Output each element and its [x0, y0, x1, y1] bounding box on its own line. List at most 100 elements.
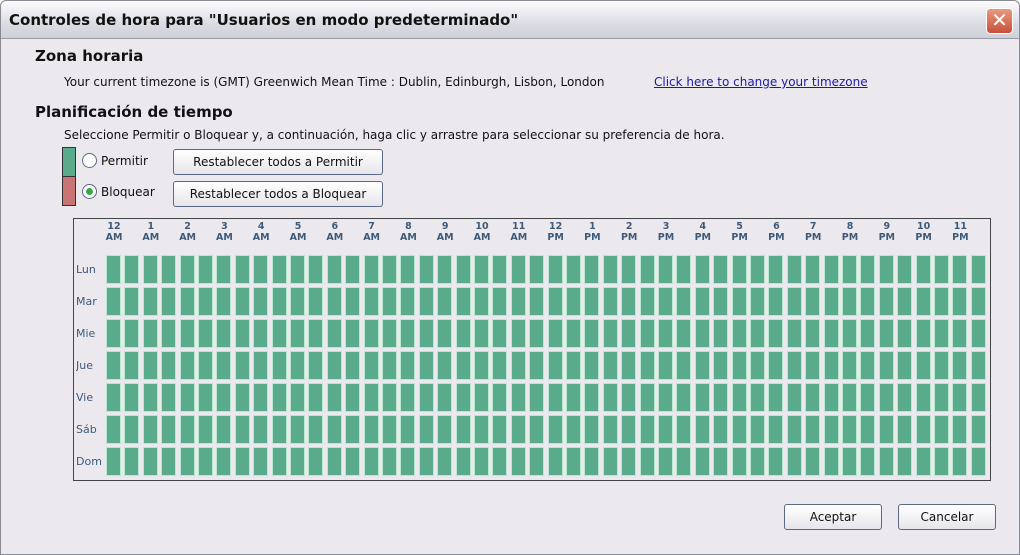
schedule-cell[interactable] [382, 255, 397, 284]
schedule-cell[interactable] [566, 351, 581, 380]
schedule-cell[interactable] [400, 447, 416, 476]
schedule-cell[interactable] [639, 255, 655, 284]
schedule-cell[interactable] [271, 383, 287, 412]
schedule-cell[interactable] [345, 415, 361, 444]
schedule-cell[interactable] [805, 415, 821, 444]
schedule-cell[interactable] [897, 447, 913, 476]
schedule-cell[interactable] [363, 383, 379, 412]
schedule-cell[interactable] [418, 383, 434, 412]
schedule-cell[interactable] [216, 447, 232, 476]
schedule-cell[interactable] [308, 415, 324, 444]
schedule-cell[interactable] [805, 287, 821, 316]
allow-radio-label[interactable]: Permitir [101, 154, 148, 168]
schedule-cell[interactable] [713, 415, 729, 444]
schedule-cell[interactable] [382, 287, 397, 316]
schedule-cell[interactable] [823, 255, 839, 284]
schedule-cell[interactable] [547, 415, 563, 444]
schedule-cell[interactable] [492, 447, 508, 476]
schedule-cell[interactable] [915, 351, 931, 380]
schedule-cell[interactable] [418, 255, 434, 284]
schedule-cell[interactable] [547, 255, 563, 284]
schedule-cell[interactable] [915, 383, 931, 412]
schedule-cell[interactable] [198, 319, 213, 348]
schedule-cell[interactable] [179, 447, 195, 476]
schedule-cell[interactable] [253, 415, 269, 444]
schedule-cell[interactable] [400, 351, 416, 380]
schedule-cell[interactable] [326, 383, 342, 412]
schedule-cell[interactable] [271, 319, 287, 348]
schedule-cell[interactable] [584, 255, 600, 284]
schedule-cell[interactable] [750, 447, 765, 476]
schedule-cell[interactable] [161, 287, 177, 316]
schedule-cell[interactable] [952, 383, 968, 412]
schedule-cell[interactable] [878, 255, 894, 284]
schedule-cell[interactable] [602, 287, 618, 316]
schedule-cell[interactable] [621, 287, 637, 316]
schedule-cell[interactable] [934, 447, 949, 476]
schedule-cell[interactable] [584, 447, 600, 476]
schedule-cell[interactable] [363, 255, 379, 284]
schedule-cell[interactable] [253, 287, 269, 316]
schedule-cell[interactable] [786, 255, 802, 284]
schedule-cell[interactable] [584, 319, 600, 348]
schedule-cell[interactable] [161, 255, 177, 284]
schedule-cell[interactable] [805, 351, 821, 380]
allow-radio[interactable] [82, 153, 97, 168]
schedule-cell[interactable] [382, 447, 397, 476]
schedule-cell[interactable] [805, 255, 821, 284]
schedule-cell[interactable] [363, 351, 379, 380]
schedule-cell[interactable] [253, 255, 269, 284]
schedule-cell[interactable] [198, 255, 213, 284]
schedule-cell[interactable] [382, 319, 397, 348]
reset-all-allow-button[interactable]: Restablecer todos a Permitir [173, 149, 383, 175]
schedule-cell[interactable] [326, 415, 342, 444]
schedule-cell[interactable] [584, 351, 600, 380]
schedule-cell[interactable] [474, 255, 489, 284]
change-timezone-link[interactable]: Click here to change your timezone [654, 75, 868, 89]
schedule-cell[interactable] [952, 255, 968, 284]
schedule-cell[interactable] [621, 415, 637, 444]
schedule-cell[interactable] [455, 383, 471, 412]
schedule-cell[interactable] [400, 255, 416, 284]
schedule-cell[interactable] [529, 415, 545, 444]
cancel-button[interactable]: Cancelar [898, 504, 996, 530]
schedule-cell[interactable] [345, 287, 361, 316]
schedule-cell[interactable] [566, 415, 581, 444]
schedule-cell[interactable] [474, 447, 489, 476]
schedule-cell[interactable] [694, 447, 710, 476]
schedule-cell[interactable] [400, 319, 416, 348]
schedule-cell[interactable] [179, 351, 195, 380]
schedule-cell[interactable] [253, 351, 269, 380]
reset-all-block-button[interactable]: Restablecer todos a Bloquear [173, 181, 383, 207]
schedule-cell[interactable] [326, 255, 342, 284]
schedule-grid[interactable]: 12 AM 1 AM 2 AM 3 AM 4 AM 5 AM 6 AM 7 AM 8 AM 9 AM 10 AM 11 AM 1… [73, 218, 991, 481]
schedule-cell[interactable] [179, 319, 195, 348]
schedule-cell[interactable] [198, 287, 213, 316]
schedule-cell[interactable] [786, 287, 802, 316]
schedule-cell[interactable] [382, 351, 397, 380]
schedule-cell[interactable] [124, 415, 140, 444]
schedule-cell[interactable] [418, 447, 434, 476]
schedule-cell[interactable] [621, 383, 637, 412]
schedule-cell[interactable] [216, 351, 232, 380]
schedule-cell[interactable] [290, 447, 305, 476]
schedule-cell[interactable] [547, 319, 563, 348]
schedule-cell[interactable] [823, 447, 839, 476]
schedule-cell[interactable] [823, 319, 839, 348]
schedule-cell[interactable] [437, 319, 453, 348]
schedule-cell[interactable] [437, 287, 453, 316]
schedule-cell[interactable] [676, 415, 692, 444]
schedule-cell[interactable] [179, 287, 195, 316]
schedule-cell[interactable] [768, 255, 784, 284]
schedule-cell[interactable] [216, 255, 232, 284]
schedule-cell[interactable] [308, 351, 324, 380]
schedule-cell[interactable] [860, 287, 876, 316]
schedule-cell[interactable] [290, 287, 305, 316]
schedule-cell[interactable] [124, 383, 140, 412]
schedule-cell[interactable] [492, 255, 508, 284]
schedule-cell[interactable] [290, 415, 305, 444]
schedule-cell[interactable] [290, 351, 305, 380]
schedule-cell[interactable] [566, 383, 581, 412]
schedule-cell[interactable] [878, 351, 894, 380]
schedule-cell[interactable] [198, 415, 213, 444]
